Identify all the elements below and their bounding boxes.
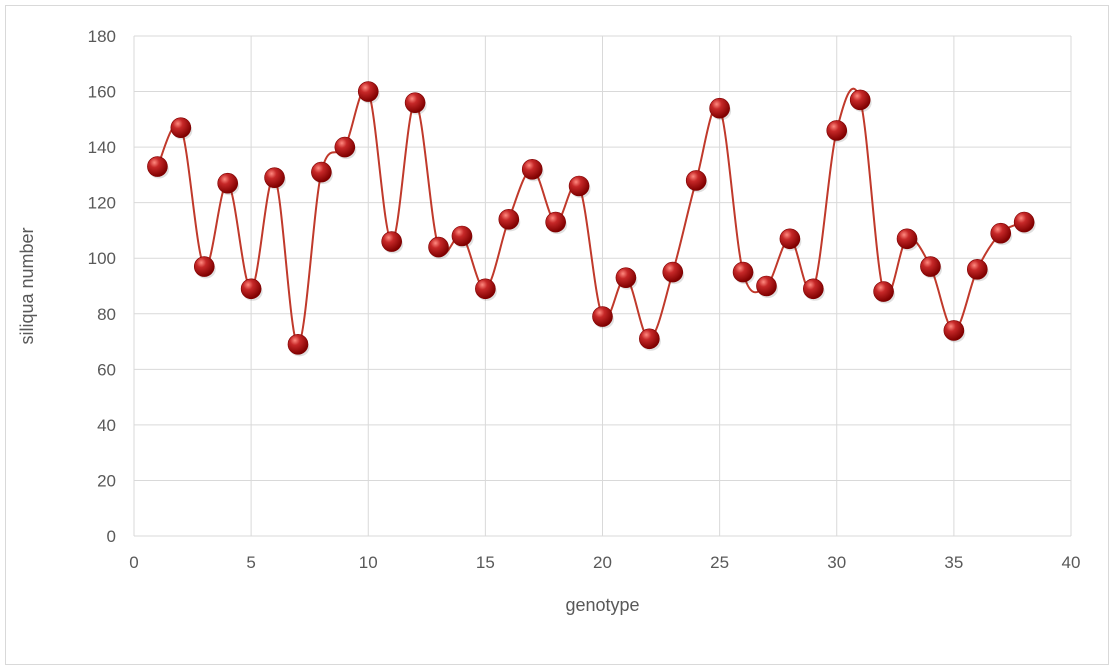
grid bbox=[133, 35, 1072, 537]
y-tick-label: 20 bbox=[97, 471, 116, 490]
y-tick-label: 100 bbox=[88, 249, 116, 268]
x-tick-label: 5 bbox=[246, 553, 255, 572]
data-point[interactable] bbox=[873, 281, 894, 302]
data-point[interactable] bbox=[357, 81, 379, 102]
y-tick-label: 160 bbox=[88, 83, 116, 102]
data-point[interactable] bbox=[732, 261, 754, 283]
series-path bbox=[156, 87, 1025, 346]
data-point[interactable] bbox=[685, 170, 707, 191]
data-point[interactable] bbox=[240, 278, 262, 300]
data-point[interactable] bbox=[990, 222, 1012, 244]
data-point[interactable] bbox=[966, 259, 988, 280]
data-point[interactable] bbox=[615, 267, 637, 288]
data-point[interactable] bbox=[334, 136, 356, 158]
data-point[interactable] bbox=[264, 167, 285, 188]
tick-labels: 0 20 40 60 80 100 120 140 160 180 0 5 10 15 20 25 30 35 40 bbox=[88, 27, 1081, 572]
data-point[interactable] bbox=[217, 172, 238, 194]
data-point[interactable] bbox=[311, 161, 332, 183]
x-tick-label: 25 bbox=[710, 553, 729, 572]
data-point[interactable] bbox=[451, 225, 473, 247]
data-point[interactable] bbox=[521, 159, 543, 180]
data-point[interactable] bbox=[545, 211, 566, 233]
data-point[interactable] bbox=[920, 256, 941, 277]
y-tick-label: 140 bbox=[88, 138, 116, 157]
y-tick-label: 180 bbox=[88, 27, 116, 46]
data-point[interactable] bbox=[756, 275, 777, 297]
data-point[interactable] bbox=[381, 231, 402, 252]
x-tick-label: 0 bbox=[129, 553, 138, 572]
data-point[interactable] bbox=[639, 328, 660, 350]
chart-svg: 0 20 40 60 80 100 120 140 160 180 0 5 10 15 20 25 30 35 40… bbox=[17, 27, 1081, 615]
data-point[interactable] bbox=[428, 236, 449, 258]
x-tick-label: 20 bbox=[593, 553, 612, 572]
data-point[interactable] bbox=[498, 209, 520, 230]
series-line bbox=[156, 87, 1025, 346]
data-points bbox=[147, 81, 1036, 357]
data-point[interactable] bbox=[193, 256, 215, 277]
x-tick-label: 35 bbox=[944, 553, 963, 572]
data-point[interactable] bbox=[287, 334, 309, 355]
data-point[interactable] bbox=[803, 278, 824, 300]
data-point[interactable] bbox=[1013, 211, 1035, 233]
data-point[interactable] bbox=[170, 117, 192, 138]
y-tick-label: 40 bbox=[97, 416, 116, 435]
y-tick-label: 80 bbox=[97, 305, 116, 324]
y-axis-label: siliqua number bbox=[17, 227, 37, 344]
data-point[interactable] bbox=[709, 97, 730, 119]
chart-area: 0 20 40 60 80 100 120 140 160 180 0 5 10 15 20 25 30 35 40… bbox=[5, 5, 1109, 665]
x-tick-label: 30 bbox=[827, 553, 846, 572]
data-point[interactable] bbox=[568, 175, 590, 197]
data-point[interactable] bbox=[849, 89, 871, 111]
data-point[interactable] bbox=[826, 120, 848, 141]
data-point[interactable] bbox=[943, 320, 965, 341]
data-point[interactable] bbox=[592, 306, 613, 327]
data-point[interactable] bbox=[475, 278, 496, 300]
x-tick-label: 10 bbox=[359, 553, 378, 572]
y-tick-label: 60 bbox=[97, 360, 116, 379]
data-point[interactable] bbox=[779, 228, 801, 250]
data-point[interactable] bbox=[896, 228, 918, 250]
data-point[interactable] bbox=[147, 156, 168, 177]
x-axis-label: genotype bbox=[565, 595, 639, 615]
y-tick-label: 120 bbox=[88, 194, 116, 213]
data-point[interactable] bbox=[404, 92, 426, 113]
y-tick-label: 0 bbox=[107, 527, 116, 546]
data-point[interactable] bbox=[662, 261, 684, 283]
x-tick-label: 40 bbox=[1062, 553, 1081, 572]
x-tick-label: 15 bbox=[476, 553, 495, 572]
